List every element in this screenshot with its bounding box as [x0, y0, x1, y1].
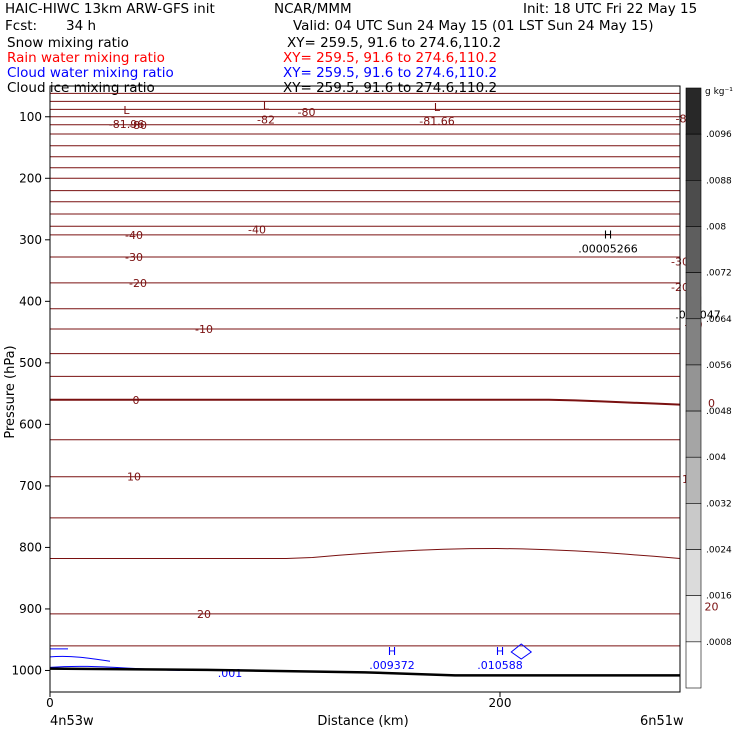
cloud-water-contour	[510, 643, 533, 660]
colorbar-segment	[685, 503, 702, 550]
colorbar-segment	[685, 87, 702, 135]
contour-label: -20	[129, 277, 147, 290]
colorbar-segment	[685, 549, 702, 596]
colorbar-segment	[685, 364, 702, 412]
field-xy-rain: XY= 259.5, 91.6 to 274.6,110.2	[283, 50, 498, 66]
contour-label: 20	[705, 600, 719, 613]
colorbar-tick-label: .0088	[706, 176, 732, 186]
contour-label: -40	[248, 223, 266, 236]
field-name-rain: Rain water mixing ratio	[7, 50, 165, 66]
colorbar-segment	[685, 318, 702, 366]
colorbar-tick-label: .008	[706, 222, 726, 232]
colorbar-tick-label: .0008	[706, 638, 732, 648]
contour-label: 0	[133, 394, 140, 407]
cloud-water-contour	[49, 655, 111, 662]
colorbar-tick-label: .0048	[706, 407, 732, 417]
contour-label: -80	[298, 106, 316, 119]
model-title: HAIC-HIWC 13km ARW-GFS init	[5, 1, 215, 17]
colorbar-tick-label: .0032	[706, 499, 732, 509]
extremum-value: .010588	[477, 659, 523, 672]
contour-label: 10	[127, 471, 141, 484]
colorbar-tick-label: .0056	[706, 361, 732, 371]
org-label: NCAR/MMM	[274, 1, 352, 17]
y-tick-label: 700	[19, 479, 42, 493]
contour-label: -40	[125, 229, 143, 242]
colorbar-segment	[685, 226, 702, 273]
colorbar-segment	[685, 272, 702, 320]
y-tick-label: 500	[19, 356, 42, 370]
extremum-marker: L	[263, 100, 270, 113]
x-endpoint-left: 4n53w	[50, 714, 94, 729]
field-name-snow: Snow mixing ratio	[7, 35, 129, 51]
plot-frame	[49, 85, 681, 693]
contour-label: -10	[195, 323, 213, 336]
extremum-marker: H	[496, 645, 504, 658]
x-endpoint-right: 6n51w	[640, 714, 684, 729]
colorbar-segment	[685, 456, 702, 504]
colorbar-segment	[685, 180, 702, 227]
y-tick-label: 600	[19, 417, 42, 431]
x-tick-label: 0	[46, 696, 54, 710]
forecast-label: Fcst:	[5, 18, 38, 34]
field-name-cloud-water: Cloud water mixing ratio	[7, 65, 174, 81]
y-tick-label: 900	[19, 602, 42, 616]
y-tick-label: 300	[19, 233, 42, 247]
terrain-line	[49, 667, 680, 677]
extremum-marker: L	[123, 104, 130, 117]
extremum-marker: L	[434, 101, 441, 114]
extremum-marker: H	[604, 229, 612, 242]
field-xy-cloud-water: XY= 259.5, 91.6 to 274.6,110.2	[283, 65, 498, 81]
extremum-value: -81.66	[419, 115, 454, 128]
temperature-contour	[50, 547, 681, 559]
extremum-marker: H	[388, 645, 396, 658]
colorbar-tick-label: .0024	[706, 546, 732, 556]
extremum-value: -82	[257, 114, 275, 127]
colorbar: .0096 .0088 .008 .0072 .0064 .0056 .0048 .004 .0…	[685, 87, 732, 689]
extremum-value: -81.96	[109, 118, 144, 131]
forecast-hours: 34 h	[66, 18, 97, 34]
colorbar-tick-label: .0016	[706, 592, 732, 602]
contour-label: -80	[129, 119, 147, 132]
init-time: Init: 18 UTC Fri 22 May 15	[523, 1, 698, 17]
x-tick-label: 200	[489, 696, 512, 710]
field-name-cloud-ice: Cloud ice mixing ratio	[7, 80, 155, 96]
y-tick-label: 100	[19, 110, 42, 124]
colorbar-segment	[685, 410, 702, 458]
contour-label: 0	[708, 397, 715, 410]
y-tick-label: 400	[19, 294, 42, 308]
contour-label: 20	[197, 608, 211, 621]
colorbar-tick-label: .0096	[706, 130, 732, 140]
y-tick-label: 800	[19, 540, 42, 554]
colorbar-segment	[685, 133, 702, 181]
colorbar-tick-label: .0072	[706, 269, 732, 279]
colorbar-tick-label: .0064	[706, 315, 732, 325]
y-axis-label: Pressure (hPa)	[3, 345, 18, 438]
contour-label: -30	[125, 251, 143, 264]
colorbar-units: g kg⁻¹	[705, 87, 733, 97]
field-xy-snow: XY= 259.5, 91.6 to 274.6,110.2	[287, 35, 502, 51]
y-tick-label: 200	[19, 171, 42, 185]
field-xy-cloud-ice: XY= 259.5, 91.6 to 274.6,110.2	[283, 80, 498, 96]
x-axis-label: Distance (km)	[317, 714, 408, 729]
plot-area: -80-40-30-20-1001020-80-80-40-30-20-1001…	[49, 92, 721, 680]
colorbar-tick-label: .004	[706, 453, 726, 463]
valid-time: Valid: 04 UTC Sun 24 May 15 (01 LST Sun …	[293, 18, 654, 34]
temperature-contour	[50, 398, 681, 406]
colorbar-segment	[685, 595, 702, 643]
y-tick-label: 1000	[11, 663, 42, 677]
colorbar-segment	[685, 641, 702, 689]
extremum-value: .009372	[369, 659, 415, 672]
extremum-value: .00005266	[578, 243, 638, 256]
